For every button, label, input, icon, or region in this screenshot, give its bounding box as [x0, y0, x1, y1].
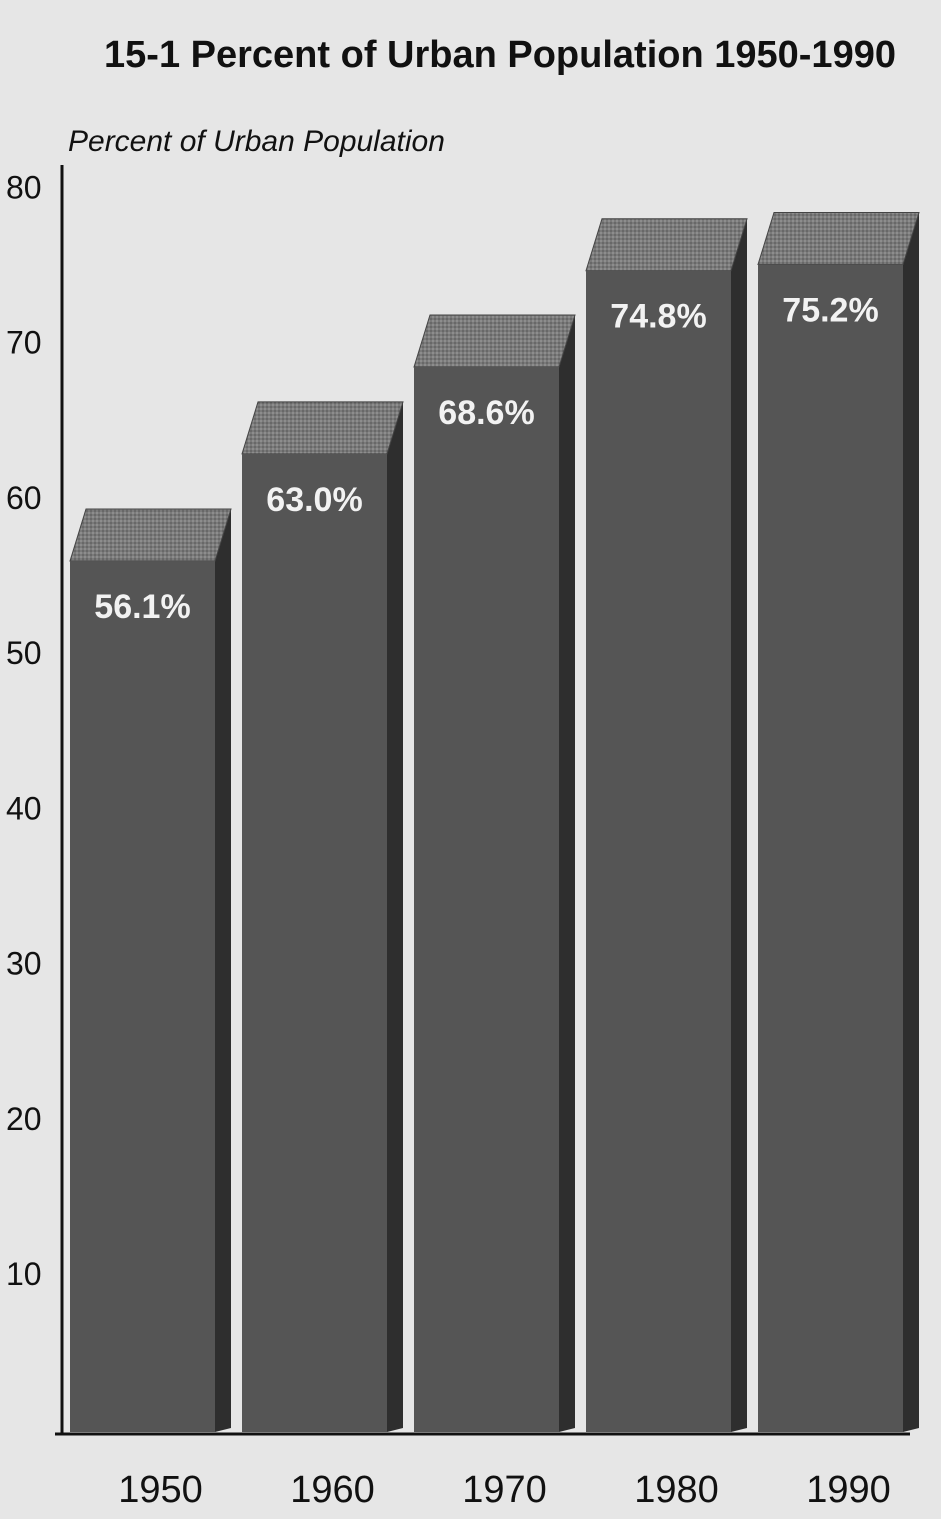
value-label: 75.2% [782, 292, 878, 330]
y-tick-label: 50 [6, 635, 42, 671]
bar-top [585, 218, 748, 272]
x-tick-label: 1960 [290, 1469, 375, 1511]
bar-side [903, 212, 919, 1432]
bar-side [387, 401, 403, 1432]
value-label: 63.0% [266, 481, 362, 519]
value-label: 56.1% [94, 588, 190, 626]
y-tick-label: 70 [6, 325, 42, 361]
bar [414, 366, 559, 1432]
bar-top [413, 314, 576, 368]
y-tick-label: 60 [6, 480, 42, 516]
bar [70, 561, 215, 1432]
value-label: 74.8% [610, 298, 706, 336]
bar [586, 270, 731, 1433]
chart-title: 15-1 Percent of Urban Population 1950-19… [104, 34, 896, 76]
bar-side [731, 218, 747, 1433]
bar-top [241, 401, 404, 455]
y-tick-label: 30 [6, 946, 42, 982]
bar-side [215, 509, 231, 1432]
bar-top [757, 212, 920, 266]
y-tick-label: 80 [6, 169, 42, 205]
y-tick-label: 40 [6, 790, 42, 826]
y-tick-label: 10 [6, 1256, 42, 1292]
bar-top [69, 508, 232, 562]
bar-side [559, 314, 575, 1432]
y-axis-label: Percent of Urban Population [68, 125, 445, 158]
x-tick-label: 1990 [806, 1469, 891, 1511]
bar [758, 264, 903, 1432]
bar [242, 453, 387, 1432]
x-tick-label: 1950 [118, 1469, 203, 1511]
value-label: 68.6% [438, 394, 534, 432]
x-tick-label: 1980 [634, 1469, 719, 1511]
x-tick-label: 1970 [462, 1469, 547, 1511]
y-tick-label: 20 [6, 1101, 42, 1137]
